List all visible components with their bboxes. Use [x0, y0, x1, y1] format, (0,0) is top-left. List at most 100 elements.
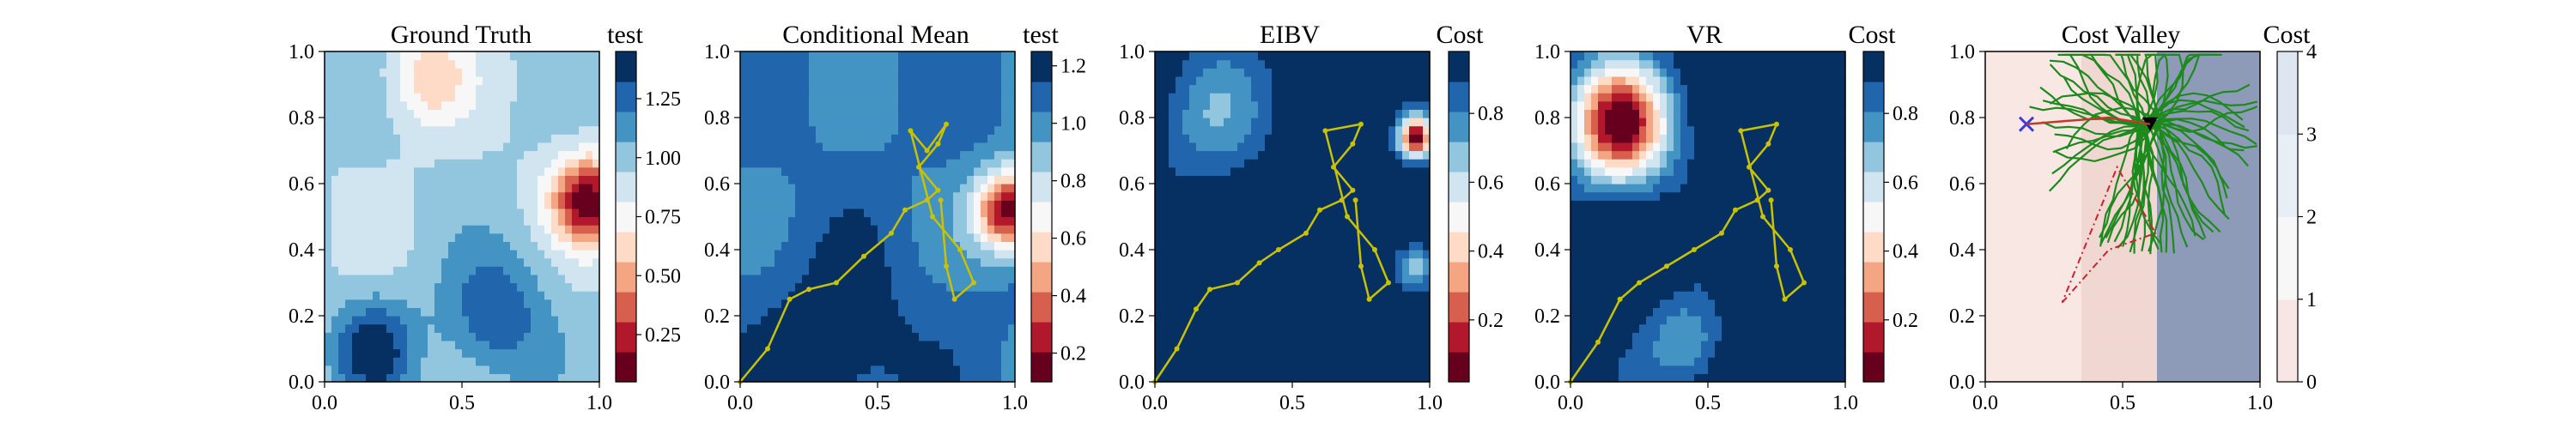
heatmap-cell — [905, 332, 913, 341]
heatmap-cell — [538, 191, 545, 201]
heatmap-cell — [836, 332, 844, 341]
heatmap-cell — [994, 241, 1002, 251]
heatmap-cell — [469, 274, 477, 284]
heatmap-cell — [476, 175, 483, 184]
heatmap-cell — [538, 100, 545, 110]
heatmap-cell — [352, 142, 360, 152]
heatmap-cell — [891, 225, 899, 234]
heatmap-cell — [428, 200, 435, 209]
heatmap-cell — [981, 373, 988, 383]
heatmap-cell — [1251, 365, 1259, 374]
heatmap-cell — [489, 225, 497, 234]
heatmap-cell — [1292, 348, 1300, 358]
panel-conditional-mean: Conditional Mean test 0.0 0.5 1.00.00.20.4… — [704, 21, 1086, 414]
heatmap-cell — [1169, 191, 1176, 201]
heatmap-cell — [775, 357, 782, 366]
heatmap-cell — [1334, 241, 1341, 251]
heatmap-cell — [1299, 233, 1307, 242]
heatmap-cell — [905, 142, 913, 152]
heatmap-cell — [1327, 332, 1334, 341]
heatmap-cell — [386, 109, 394, 118]
heatmap-cell — [1292, 109, 1300, 118]
heatmap-cell — [1292, 150, 1300, 160]
heatmap-cell — [1320, 291, 1327, 300]
heatmap-cell — [781, 208, 789, 218]
heatmap-cell — [1292, 51, 1300, 61]
heatmap-cell — [981, 307, 988, 317]
heatmap-cell — [1279, 274, 1286, 284]
heatmap-cell — [850, 150, 858, 160]
heatmap-cell — [953, 134, 961, 143]
heatmap-cell — [544, 200, 552, 209]
heatmap-cell — [919, 241, 927, 251]
heatmap-cell — [1423, 142, 1431, 152]
heatmap-cell — [871, 323, 878, 333]
heatmap-cell — [871, 257, 878, 267]
heatmap-cell — [1265, 299, 1273, 308]
heatmap-cell — [565, 340, 573, 350]
heatmap-cell — [1285, 266, 1293, 275]
colorbar-segment — [1449, 51, 1469, 82]
heatmap-cell — [761, 184, 769, 193]
heatmap-cell — [1320, 150, 1327, 160]
heatmap-cell — [1285, 184, 1293, 193]
heatmap-cell — [795, 323, 803, 333]
y-tick-label: 0.4 — [704, 239, 730, 262]
heatmap-cell — [1395, 365, 1403, 374]
heatmap-cell — [1176, 266, 1183, 275]
heatmap-cell — [1196, 109, 1204, 118]
heatmap-cell — [579, 134, 586, 143]
heatmap-cell — [1210, 93, 1218, 102]
heatmap-cell — [558, 76, 566, 86]
heatmap-cell — [1299, 84, 1307, 94]
heatmap-cell — [1169, 250, 1176, 259]
heatmap-cell — [829, 274, 837, 284]
heatmap-cell — [359, 316, 367, 325]
heatmap-cell — [1008, 316, 1016, 325]
heatmap-cell — [843, 282, 851, 292]
heatmap-cell — [517, 299, 525, 308]
heatmap-cell — [1182, 68, 1190, 77]
heatmap-cell — [829, 316, 837, 325]
heatmap-cell — [407, 282, 415, 292]
heatmap-cell — [1237, 159, 1245, 168]
heatmap-cell — [531, 274, 538, 284]
heatmap-cell — [469, 241, 477, 251]
heatmap-cell — [823, 225, 830, 234]
heatmap-cell — [740, 93, 748, 102]
heatmap-cell — [912, 373, 920, 383]
heatmap-cell — [891, 307, 899, 317]
heatmap-cell — [1203, 225, 1211, 234]
heatmap-cell — [1224, 134, 1231, 143]
heatmap-cell — [1008, 191, 1016, 201]
heatmap-cell — [1354, 373, 1362, 383]
heatmap-cell — [1230, 200, 1238, 209]
heatmap-cell — [338, 233, 346, 242]
heatmap-cell — [1402, 365, 1410, 374]
heatmap-cell — [967, 166, 975, 176]
heatmap-cell — [572, 241, 580, 251]
heatmap-cell — [878, 257, 885, 267]
heatmap-cell — [905, 257, 913, 267]
heatmap-cell — [761, 93, 769, 102]
heatmap-cell — [747, 241, 755, 251]
heatmap-cell — [565, 233, 573, 242]
heatmap-cell — [476, 282, 483, 292]
heatmap-cell — [386, 76, 394, 86]
heatmap-cell — [1416, 250, 1424, 259]
heatmap-cell — [1292, 299, 1300, 308]
heatmap-cell — [469, 109, 477, 118]
heatmap-cell — [421, 59, 428, 69]
heatmap-cell — [572, 51, 580, 61]
heatmap-cell — [836, 118, 844, 127]
heatmap-cell — [1368, 125, 1376, 135]
heatmap-cell — [905, 225, 913, 234]
heatmap-cell — [1258, 184, 1266, 193]
heatmap-cell — [1375, 166, 1382, 176]
heatmap-cell — [1217, 109, 1224, 118]
heatmap-cell — [462, 118, 470, 127]
heatmap-cell — [1279, 332, 1286, 341]
heatmap-cell — [448, 357, 456, 366]
heatmap-cells — [1571, 51, 1846, 383]
heatmap-cell — [579, 150, 586, 160]
